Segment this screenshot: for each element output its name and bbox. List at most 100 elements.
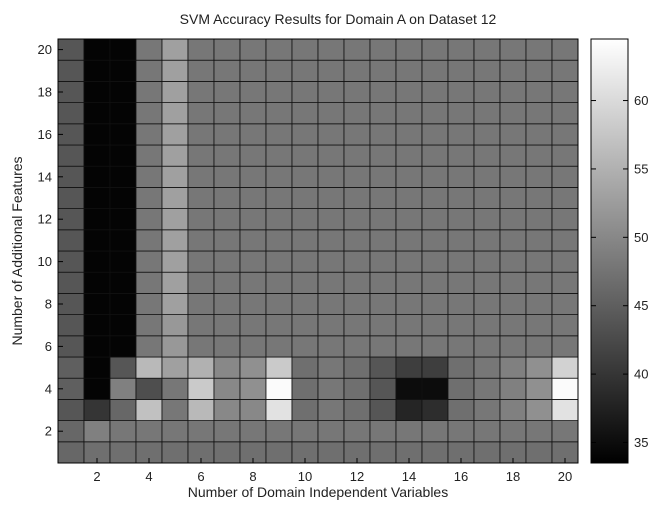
heatmap-cell	[239, 356, 267, 379]
heatmap-cell	[265, 186, 293, 209]
heatmap-cell	[213, 398, 241, 421]
heatmap-cell	[187, 165, 215, 188]
heatmap-cell	[265, 208, 293, 231]
heatmap-cell	[291, 81, 319, 104]
heatmap-cell	[395, 144, 423, 167]
heatmap-cell	[447, 144, 475, 167]
heatmap-cell	[291, 59, 319, 82]
heatmap-cell	[291, 292, 319, 315]
heatmap-cell	[291, 229, 319, 252]
heatmap-cell	[161, 186, 189, 209]
heatmap-cell	[213, 165, 241, 188]
heatmap-cell	[109, 250, 137, 273]
heatmap-cell	[239, 420, 267, 443]
heatmap-cell	[343, 102, 371, 125]
heatmap-cell	[551, 398, 579, 421]
heatmap-cell	[265, 314, 293, 337]
heatmap-cell	[239, 38, 267, 61]
heatmap-cell	[83, 398, 111, 421]
heatmap-cell	[525, 271, 553, 294]
heatmap-cell	[551, 123, 579, 146]
heatmap-cell	[161, 356, 189, 379]
heatmap-cell	[317, 38, 345, 61]
heatmap-cell	[343, 144, 371, 167]
heatmap-cell	[499, 314, 527, 337]
heatmap-cell	[343, 186, 371, 209]
heatmap-cell	[551, 59, 579, 82]
heatmap-cell	[161, 208, 189, 231]
heatmap-cell	[343, 271, 371, 294]
heatmap-cell	[343, 165, 371, 188]
heatmap-cell	[213, 123, 241, 146]
heatmap-cell	[473, 208, 501, 231]
heatmap-cell	[447, 356, 475, 379]
heatmap-cell	[83, 123, 111, 146]
heatmap-cell	[213, 441, 241, 464]
y-tick-label: 10	[38, 254, 52, 269]
heatmap-cell	[473, 250, 501, 273]
heatmap-cell	[213, 102, 241, 125]
x-tick-label: 6	[197, 469, 204, 484]
heatmap-cell	[135, 144, 163, 167]
heatmap-cell	[83, 102, 111, 125]
heatmap-cell	[187, 250, 215, 273]
heatmap-cell	[161, 59, 189, 82]
y-tick-label: 18	[38, 85, 52, 100]
heatmap-cell	[317, 59, 345, 82]
heatmap-cell	[369, 38, 397, 61]
heatmap-cell	[525, 377, 553, 400]
heatmap-cell	[395, 186, 423, 209]
heatmap-cell	[187, 335, 215, 358]
colorbar	[590, 38, 629, 464]
heatmap-cell	[83, 165, 111, 188]
heatmap-cell	[187, 356, 215, 379]
heatmap-cell	[161, 250, 189, 273]
heatmap-cell	[213, 314, 241, 337]
heatmap-cell	[551, 208, 579, 231]
heatmap-cell	[525, 314, 553, 337]
heatmap-cell	[239, 377, 267, 400]
heatmap-cell	[499, 292, 527, 315]
heatmap-cell	[265, 81, 293, 104]
heatmap-cell	[447, 398, 475, 421]
heatmap-cell	[551, 186, 579, 209]
heatmap-cell	[421, 335, 449, 358]
heatmap-cell	[421, 81, 449, 104]
heatmap-cell	[317, 377, 345, 400]
heatmap-cell	[57, 356, 85, 379]
heatmap-cell	[473, 441, 501, 464]
heatmap-cell	[135, 356, 163, 379]
heatmap-cell	[213, 144, 241, 167]
heatmap-cell	[473, 314, 501, 337]
heatmap-cell	[473, 59, 501, 82]
heatmap-cells	[57, 38, 579, 464]
y-tick-label: 4	[45, 381, 52, 396]
heatmap-cell	[369, 335, 397, 358]
heatmap-cell	[109, 165, 137, 188]
heatmap-cell	[317, 123, 345, 146]
x-axis-ticks: 2 4 6 8 10 12 14 16 18 20	[93, 458, 572, 484]
heatmap-cell	[239, 229, 267, 252]
heatmap-cell	[525, 59, 553, 82]
heatmap-cell	[473, 229, 501, 252]
heatmap-cell	[447, 377, 475, 400]
heatmap-cell	[57, 59, 85, 82]
heatmap-cell	[213, 271, 241, 294]
heatmap-cell	[265, 377, 293, 400]
heatmap-cell	[551, 377, 579, 400]
y-tick-label: 6	[45, 339, 52, 354]
heatmap-cell	[187, 208, 215, 231]
heatmap-cell	[291, 38, 319, 61]
heatmap-cell	[447, 59, 475, 82]
heatmap-cell	[109, 398, 137, 421]
heatmap-cell	[135, 271, 163, 294]
heatmap-cell	[395, 38, 423, 61]
heatmap-cell	[551, 165, 579, 188]
heatmap-cell	[499, 377, 527, 400]
heatmap-cell	[83, 250, 111, 273]
heatmap-cell	[83, 271, 111, 294]
heatmap-cell	[421, 420, 449, 443]
heatmap-cell	[473, 335, 501, 358]
heatmap-cell	[109, 38, 137, 61]
heatmap-cell	[317, 165, 345, 188]
